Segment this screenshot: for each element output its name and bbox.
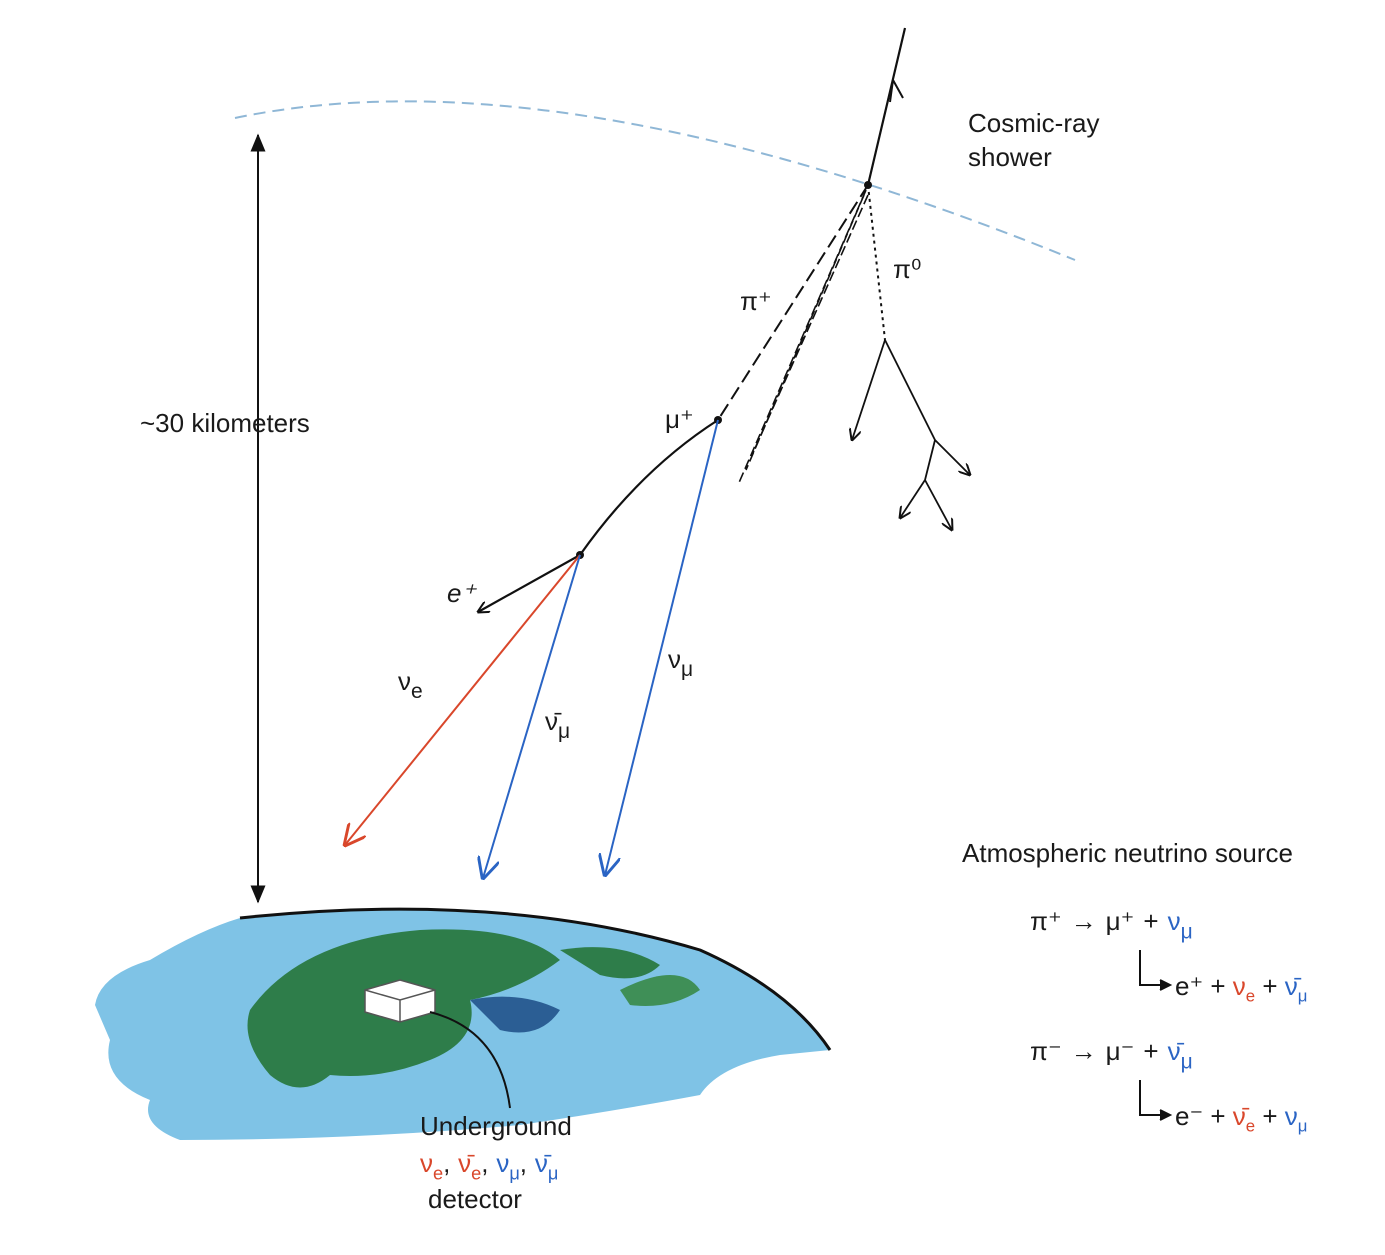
particle: ν <box>496 1148 509 1178</box>
subscript: e <box>1246 987 1255 1006</box>
token: , <box>481 1148 488 1178</box>
particle: ν̄ <box>545 706 562 736</box>
legend-title: Atmospheric neutrino source <box>962 838 1293 868</box>
equation: e⁻ + ν̄e + νμ <box>1175 1101 1307 1136</box>
nu-e-label: νe <box>398 666 423 703</box>
token: π⁻ <box>1030 1036 1062 1066</box>
altitude-label: ~30 kilometers <box>140 408 310 438</box>
subscript: e <box>433 1163 443 1183</box>
detector-title: Underground <box>420 1111 572 1141</box>
particle: ν <box>420 1148 433 1178</box>
shower-lines <box>234 27 1076 904</box>
nubar-mu-label: ν̄μ <box>545 706 570 743</box>
token: → <box>1071 906 1097 936</box>
particle: ν <box>1168 906 1181 936</box>
e-plus-label: e⁺ <box>447 578 477 608</box>
particle: ν̄ <box>1233 1101 1250 1131</box>
shower-label: Cosmic-ray <box>968 108 1099 138</box>
subscript: μ <box>1298 987 1308 1006</box>
particle: ν <box>1285 1101 1298 1131</box>
particle: ν̄ <box>1168 1036 1185 1066</box>
token: + <box>1143 1036 1158 1066</box>
particle: ν̄ <box>535 1148 552 1178</box>
token: μ⁻ <box>1106 1036 1135 1066</box>
token: → <box>1071 1036 1097 1066</box>
particle: ν̄ <box>458 1148 475 1178</box>
token: , <box>520 1148 527 1178</box>
equation: π⁺ → μ⁺ + νμ <box>1030 906 1193 943</box>
subscript: μ <box>1181 920 1193 943</box>
pi-plus-label: π⁺ <box>740 286 772 316</box>
token: + <box>1262 1101 1277 1131</box>
mu-plus-label: μ⁺ <box>665 404 694 434</box>
token: + <box>1210 1101 1225 1131</box>
equation: e⁺ + νe + ν̄μ <box>1175 971 1307 1006</box>
subscript: μ <box>1298 1117 1308 1136</box>
particle: ν <box>668 644 681 674</box>
shower-label: shower <box>968 142 1052 172</box>
pi-zero-label: π⁰ <box>893 254 921 284</box>
equation: π⁻ → μ⁻ + ν̄μ <box>1030 1036 1193 1073</box>
particle: ν̄ <box>1285 971 1302 1001</box>
subscript: μ <box>509 1163 519 1183</box>
particle: ν <box>398 666 411 696</box>
subscript: μ <box>681 658 693 681</box>
detector-types: νe, ν̄e, νμ, ν̄μ <box>420 1148 558 1183</box>
token: , <box>443 1148 450 1178</box>
nu-mu-label: νμ <box>668 644 693 681</box>
token: + <box>1262 971 1277 1001</box>
token: e⁻ <box>1175 1101 1203 1131</box>
token: + <box>1210 971 1225 1001</box>
subscript: μ <box>1181 1050 1193 1073</box>
detector-caption: detector <box>428 1184 522 1214</box>
token: + <box>1143 906 1158 936</box>
subscript: e <box>411 680 423 703</box>
particle: ν <box>1233 971 1246 1001</box>
subscript: e <box>1246 1117 1255 1136</box>
token: π⁺ <box>1030 906 1062 936</box>
subscript: e <box>471 1163 481 1183</box>
earth <box>95 907 832 1140</box>
token: μ⁺ <box>1106 906 1135 936</box>
token: e⁺ <box>1175 971 1203 1001</box>
legend-brackets <box>1139 950 1173 1121</box>
subscript: μ <box>548 1163 558 1183</box>
subscript: μ <box>558 720 570 743</box>
